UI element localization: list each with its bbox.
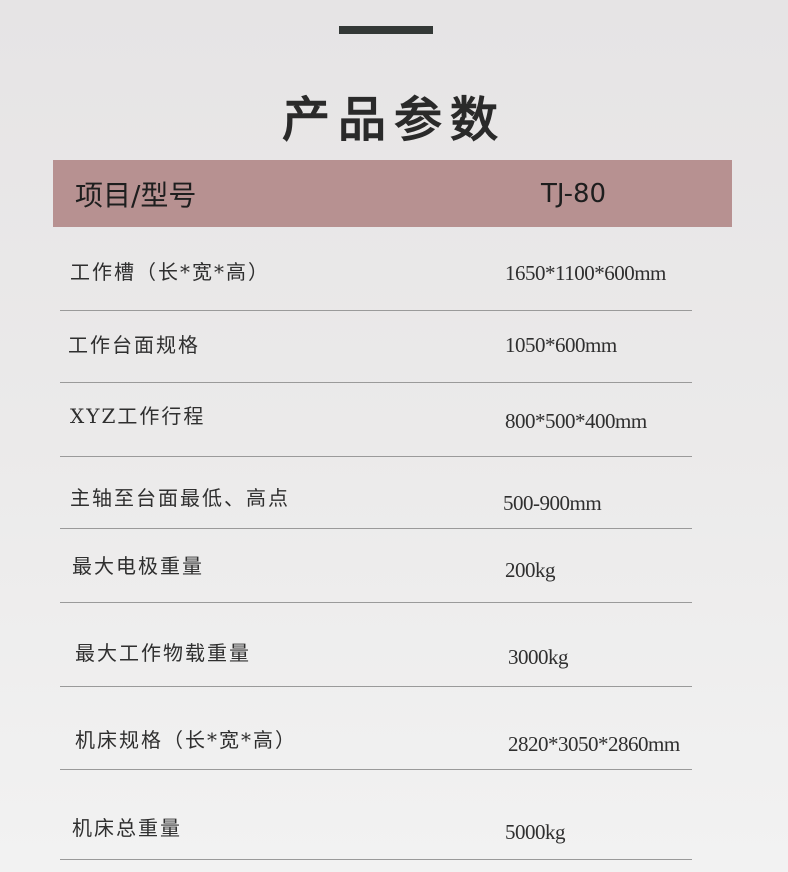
spec-label: 工作槽（长*宽*高）: [70, 260, 270, 284]
row-divider: [60, 769, 692, 770]
row-divider: [60, 456, 692, 457]
row-divider: [60, 528, 692, 529]
spec-label: 工作台面规格: [68, 333, 200, 357]
spec-value: 500-900mm: [503, 491, 602, 515]
row-divider: [60, 859, 692, 860]
spec-label: 最大电极重量: [72, 554, 204, 578]
spec-value: 3000kg: [508, 645, 569, 669]
row-divider: [60, 310, 692, 311]
spec-value: 1650*1100*600mm: [505, 261, 666, 285]
spec-value: 1050*600mm: [505, 333, 617, 357]
header-label: 项目/型号: [75, 179, 197, 212]
table-header: 项目/型号 TJ-80: [53, 160, 732, 227]
spec-label: XYZ工作行程: [70, 404, 206, 428]
spec-value: 5000kg: [505, 820, 566, 844]
header-model: TJ-80: [541, 179, 607, 209]
spec-value: 800*500*400mm: [505, 409, 647, 433]
spec-value: 200kg: [505, 558, 556, 582]
page-title: 产品参数: [281, 92, 506, 148]
spec-label: 机床总重量: [72, 816, 182, 840]
row-divider: [60, 382, 692, 383]
spec-value: 2820*3050*2860mm: [508, 732, 680, 756]
row-divider: [60, 686, 692, 687]
spec-label: 最大工作物载重量: [75, 641, 251, 665]
row-divider: [60, 602, 692, 603]
decorative-bar: [339, 26, 433, 34]
spec-label: 主轴至台面最低、高点: [70, 486, 290, 510]
spec-label: 机床规格（长*宽*高）: [75, 728, 297, 752]
